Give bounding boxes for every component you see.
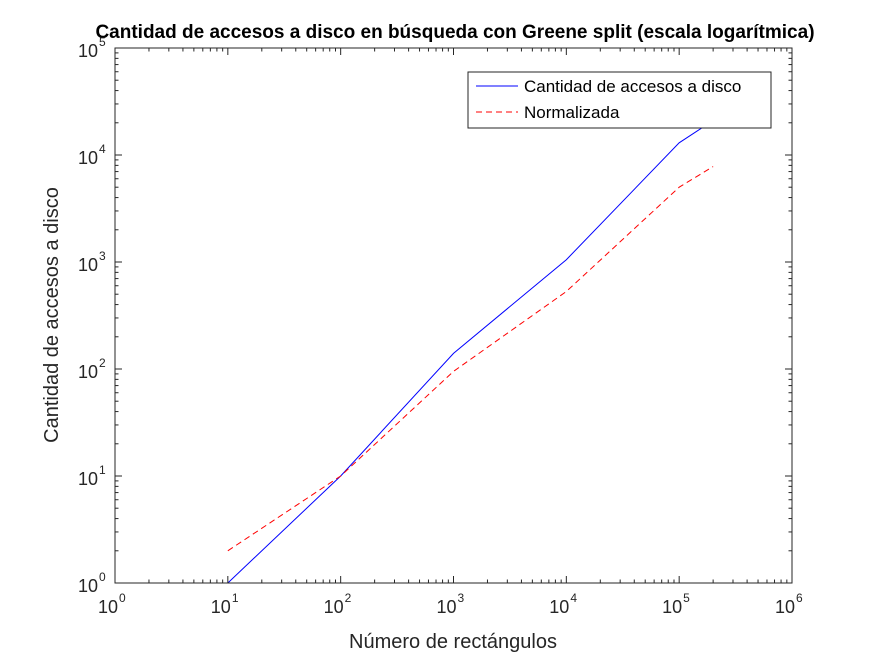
x-tick-base: 10 (324, 597, 344, 617)
x-tick-base: 10 (98, 597, 118, 617)
axes-layer (114, 47, 793, 584)
y-tick-base: 10 (78, 469, 98, 489)
x-tick-exponent: 1 (232, 591, 239, 605)
x-tick-exponent: 5 (683, 591, 690, 605)
x-tick-labels: 10 0 10 1 10 2 10 3 10 4 10 5 10 6 (98, 591, 803, 617)
y-tick-label: 10 1 (78, 463, 106, 489)
legend-label-series-2: Normalizada (524, 103, 620, 122)
x-tick-exponent: 3 (458, 591, 465, 605)
x-axis-label: Número de rectángulos (349, 631, 557, 653)
y-tick-label: 10 4 (78, 142, 106, 168)
y-tick-base: 10 (78, 576, 98, 596)
y-tick-exponent: 3 (99, 249, 106, 263)
y-tick-exponent: 0 (99, 570, 106, 584)
y-tick-label: 10 0 (78, 570, 106, 596)
y-tick-base: 10 (78, 41, 98, 61)
y-tick-exponent: 1 (99, 463, 106, 477)
x-tick-base: 10 (211, 597, 231, 617)
x-tick-label: 10 0 (98, 591, 126, 617)
x-tick-exponent: 4 (570, 591, 577, 605)
x-tick-exponent: 6 (796, 591, 803, 605)
x-tick-base: 10 (775, 597, 795, 617)
x-tick-label: 10 4 (549, 591, 577, 617)
x-tick-label: 10 1 (211, 591, 239, 617)
y-tick-exponent: 5 (99, 35, 106, 49)
x-tick-exponent: 2 (345, 591, 352, 605)
x-tick-base: 10 (436, 597, 456, 617)
chart-title: Cantidad de accesos a disco en búsqueda … (95, 22, 814, 43)
x-tick-base: 10 (549, 597, 569, 617)
y-tick-base: 10 (78, 255, 98, 275)
x-tick-exponent: 0 (119, 591, 126, 605)
y-tick-base: 10 (78, 362, 98, 382)
legend-box (467, 71, 772, 129)
y-tick-exponent: 4 (99, 142, 106, 156)
plot-area (115, 48, 792, 583)
y-tick-label: 10 3 (78, 249, 106, 275)
series-line-2 (227, 166, 714, 552)
x-tick-base: 10 (662, 597, 682, 617)
y-tick-label: 10 5 (78, 35, 106, 61)
legend: Cantidad de accesos a disco Normalizada (467, 71, 772, 129)
y-tick-exponent: 2 (99, 356, 106, 370)
y-tick-base: 10 (78, 148, 98, 168)
legend-label-series-1: Cantidad de accesos a disco (524, 77, 741, 96)
x-tick-label: 10 6 (775, 591, 803, 617)
y-axis-label: Cantidad de accesos a disco (41, 187, 63, 443)
y-tick-label: 10 2 (78, 356, 106, 382)
x-tick-label: 10 5 (662, 591, 690, 617)
x-tick-label: 10 2 (324, 591, 352, 617)
x-tick-label: 10 3 (436, 591, 464, 617)
